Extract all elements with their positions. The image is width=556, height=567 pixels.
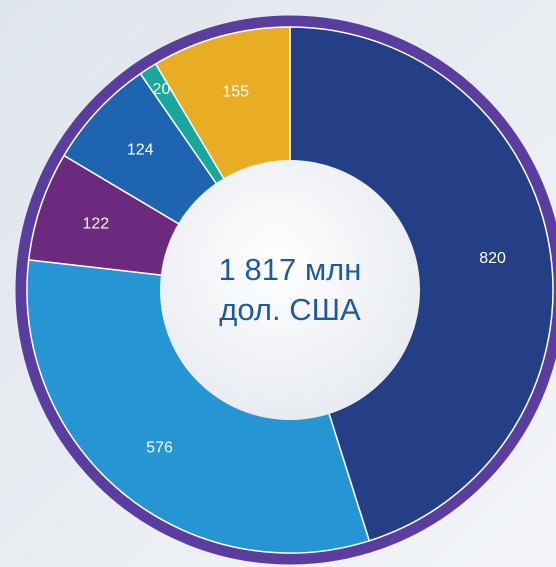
center-text: дол. США	[219, 292, 361, 327]
data-label: 820	[479, 250, 506, 267]
center-text: 1 817 млн	[219, 252, 362, 287]
data-label: 155	[222, 84, 249, 101]
data-label: 124	[127, 141, 154, 158]
donut-hole	[160, 160, 420, 420]
data-label: 20	[153, 81, 171, 98]
slice	[289, 26, 554, 542]
data-label: 576	[146, 439, 173, 456]
outer-ring	[15, 15, 556, 565]
data-label: 122	[82, 216, 109, 233]
